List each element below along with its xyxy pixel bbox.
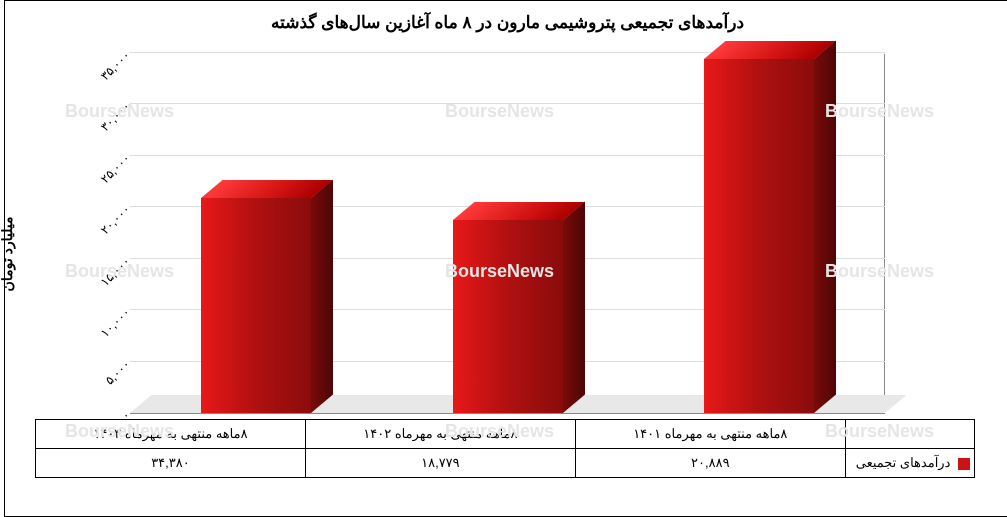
bar bbox=[197, 198, 307, 413]
y-tick-label: ۱۰,۰۰۰ bbox=[70, 305, 129, 364]
y-tick-label: ۲۵,۰۰۰ bbox=[70, 151, 129, 210]
category-header: ۸ماهه منتهی به مهرماه ۱۴۰۲ bbox=[301, 420, 571, 449]
y-axis: ۰۵,۰۰۰۱۰,۰۰۰۱۵,۰۰۰۲۰,۰۰۰۲۵,۰۰۰۳۰,۰۰۰۳۵,۰… bbox=[54, 54, 124, 414]
category-header: ۸ماهه منتهی به مهرماه ۱۴۰۳ bbox=[32, 420, 302, 449]
legend-swatch-icon bbox=[954, 458, 966, 470]
bar-side bbox=[307, 180, 329, 413]
y-tick-label: ۳۵,۰۰۰ bbox=[70, 48, 129, 107]
y-tick-label: ۵,۰۰۰ bbox=[70, 357, 129, 416]
value-cell: ۱۸,۷۷۹ bbox=[301, 449, 571, 478]
legend-label: درآمدهای تجمیعی bbox=[852, 455, 947, 470]
bar bbox=[449, 220, 559, 413]
bar-front bbox=[700, 59, 810, 413]
legend-cell: درآمدهای تجمیعی bbox=[841, 449, 970, 478]
y-tick-label: ۲۰,۰۰۰ bbox=[70, 202, 129, 261]
table-data-row: درآمدهای تجمیعی ۲۰,۸۸۹۱۸,۷۷۹۳۴,۳۸۰ bbox=[32, 449, 971, 478]
plot-region bbox=[126, 54, 881, 414]
bars-container bbox=[126, 54, 881, 413]
bar-top bbox=[449, 202, 580, 220]
bar-side bbox=[559, 201, 581, 413]
category-header: ۸ماهه منتهی به مهرماه ۱۴۰۱ bbox=[571, 420, 841, 449]
value-cell: ۲۰,۸۸۹ bbox=[571, 449, 841, 478]
bar bbox=[700, 59, 810, 413]
chart-area: میلیارد تومان ۰۵,۰۰۰۱۰,۰۰۰۱۵,۰۰۰۲۰,۰۰۰۲۵… bbox=[1, 39, 1006, 469]
bar-front bbox=[197, 198, 307, 413]
bar-front bbox=[449, 220, 559, 413]
table-header-row: ۸ماهه منتهی به مهرماه ۱۴۰۱۸ماهه منتهی به… bbox=[32, 420, 971, 449]
data-table: ۸ماهه منتهی به مهرماه ۱۴۰۱۸ماهه منتهی به… bbox=[31, 419, 971, 478]
value-cell: ۳۴,۳۸۰ bbox=[32, 449, 302, 478]
y-axis-label: میلیارد تومان bbox=[0, 217, 12, 292]
y-tick-label: ۱۵,۰۰۰ bbox=[70, 254, 129, 313]
y-tick-label: ۳۰,۰۰۰ bbox=[70, 99, 129, 158]
chart-title: درآمدهای تجمیعی پتروشیمی مارون در ۸ ماه … bbox=[1, 1, 1006, 39]
table-corner-cell bbox=[841, 420, 970, 449]
bar-top bbox=[197, 180, 328, 198]
bar-top bbox=[700, 41, 831, 59]
bar-side bbox=[810, 41, 832, 413]
